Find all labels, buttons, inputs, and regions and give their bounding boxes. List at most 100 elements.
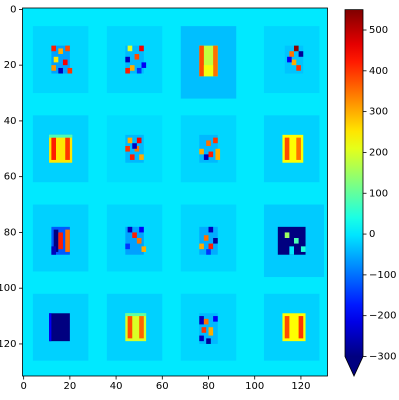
y-tick-label: 60 — [4, 172, 17, 183]
cell — [51, 65, 57, 71]
cell — [62, 59, 68, 66]
cell — [127, 316, 133, 339]
cell — [199, 148, 204, 155]
cell — [65, 137, 70, 160]
cell — [201, 327, 207, 333]
cell — [129, 65, 135, 71]
cell — [284, 137, 290, 160]
colorbar-tick-label: 300 — [369, 107, 388, 118]
y-tick-label: 40 — [4, 116, 17, 127]
cell — [300, 246, 306, 252]
cell — [284, 316, 290, 339]
colorbar-tick-label: 100 — [369, 188, 388, 199]
colorbar-tick-label: 500 — [369, 25, 388, 36]
colorbar-tick-label: 0 — [369, 229, 375, 240]
cell — [136, 238, 142, 244]
cell — [51, 137, 57, 160]
cell — [213, 137, 218, 144]
cell — [293, 238, 299, 244]
cell — [287, 56, 292, 63]
cell — [141, 62, 147, 68]
cell — [213, 45, 218, 77]
cell — [65, 229, 70, 252]
plot-frame — [22, 7, 328, 377]
cell — [51, 45, 57, 52]
cell — [125, 67, 130, 74]
x-tick-label: 40 — [110, 381, 123, 392]
cell — [208, 327, 214, 336]
x-tick-label: 0 — [20, 381, 26, 392]
cell — [58, 232, 63, 250]
y-tick-label: 80 — [4, 227, 17, 238]
cell — [65, 45, 70, 52]
y-tick-label: 0 — [10, 4, 16, 15]
x-tick-label: 120 — [291, 381, 310, 392]
cell — [208, 226, 214, 233]
cell — [203, 235, 209, 241]
cell — [139, 45, 144, 52]
cell — [289, 246, 294, 255]
cell — [296, 137, 301, 160]
colorbar-extend — [345, 356, 363, 376]
cell — [132, 232, 137, 238]
cell — [136, 67, 142, 74]
cell — [203, 154, 209, 160]
cell — [298, 51, 304, 57]
cell — [213, 316, 218, 322]
x-tick-label: 80 — [202, 381, 215, 392]
cell — [139, 316, 144, 339]
y-tick-label: 120 — [0, 339, 17, 350]
colorbar-tick-label: −200 — [369, 311, 396, 322]
cell — [208, 243, 214, 250]
x-tick-label: 60 — [156, 381, 169, 392]
colorbar-frame — [344, 9, 364, 377]
cell — [127, 45, 133, 52]
cell — [136, 137, 142, 144]
cell — [129, 154, 135, 160]
cell — [132, 143, 137, 149]
colorbar-tick-label: −300 — [369, 352, 396, 363]
cell — [298, 316, 304, 339]
x-tick-label: 100 — [245, 381, 264, 392]
cell — [127, 226, 133, 233]
cell — [206, 249, 211, 255]
colorbar-tick-label: 200 — [369, 147, 388, 158]
cell — [139, 154, 144, 160]
cell — [293, 45, 299, 52]
cell — [125, 313, 147, 317]
cell — [199, 243, 204, 250]
colorbar-tick-label: −100 — [369, 270, 396, 281]
y-tick-label: 20 — [4, 60, 17, 71]
cell — [49, 313, 52, 342]
cell — [49, 134, 73, 138]
cell — [296, 65, 301, 71]
cell — [58, 48, 63, 54]
cell — [134, 54, 140, 60]
cell — [51, 246, 57, 255]
cell — [127, 137, 133, 144]
cell — [213, 238, 218, 244]
cell — [291, 59, 297, 66]
cell — [125, 146, 130, 152]
colorbar — [345, 9, 363, 357]
cell — [67, 67, 73, 74]
cell — [125, 243, 130, 250]
heatmap — [22, 8, 328, 376]
cell — [206, 338, 211, 344]
cell — [53, 56, 59, 63]
cell — [139, 226, 144, 233]
cell — [125, 56, 130, 63]
y-tick-label: 100 — [0, 283, 17, 294]
cell — [199, 45, 204, 77]
cell — [199, 335, 204, 342]
cell — [203, 318, 209, 325]
colorbar-tick-label: 400 — [369, 66, 388, 77]
cell — [49, 313, 70, 342]
cell — [208, 151, 214, 158]
cell — [289, 51, 294, 57]
cell — [215, 148, 221, 160]
cell — [58, 67, 63, 74]
cell — [141, 246, 147, 252]
cell — [53, 229, 59, 252]
